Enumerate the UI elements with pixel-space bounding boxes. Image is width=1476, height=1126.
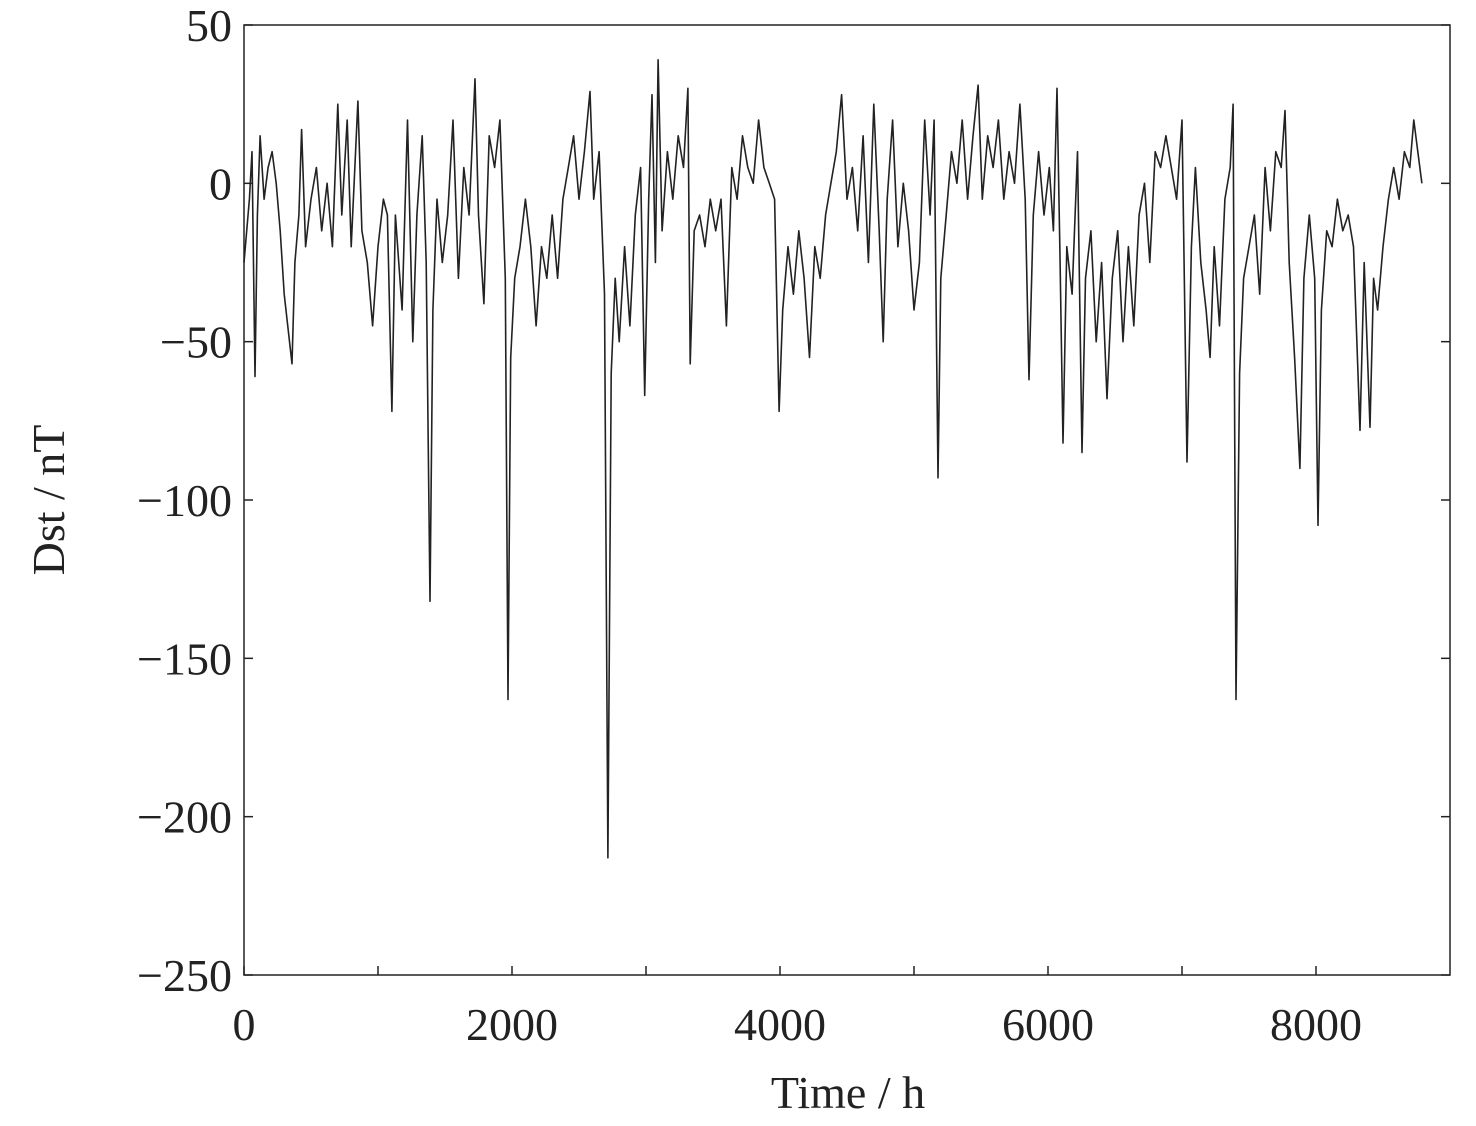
y-axis-label: Dst / nT — [23, 425, 74, 576]
x-tick-label: 0 — [233, 999, 256, 1050]
data-line — [243, 59, 1423, 859]
x-tick-label: 2000 — [466, 999, 558, 1050]
y-tick-label: 0 — [209, 158, 232, 209]
x-tick-label: 8000 — [1270, 999, 1362, 1050]
y-tick-label: −250 — [137, 950, 232, 1001]
y-tick-label: −150 — [137, 633, 232, 684]
x-tick-label: 6000 — [1002, 999, 1094, 1050]
y-tick-label: −100 — [137, 475, 232, 526]
y-tick-label: −50 — [160, 317, 232, 368]
x-axis-label: Time / h — [771, 1067, 925, 1118]
y-tick-label: −200 — [137, 792, 232, 843]
plot-frame — [243, 24, 1451, 976]
y-tick-label: 50 — [186, 0, 232, 51]
x-tick-label: 4000 — [734, 999, 826, 1050]
